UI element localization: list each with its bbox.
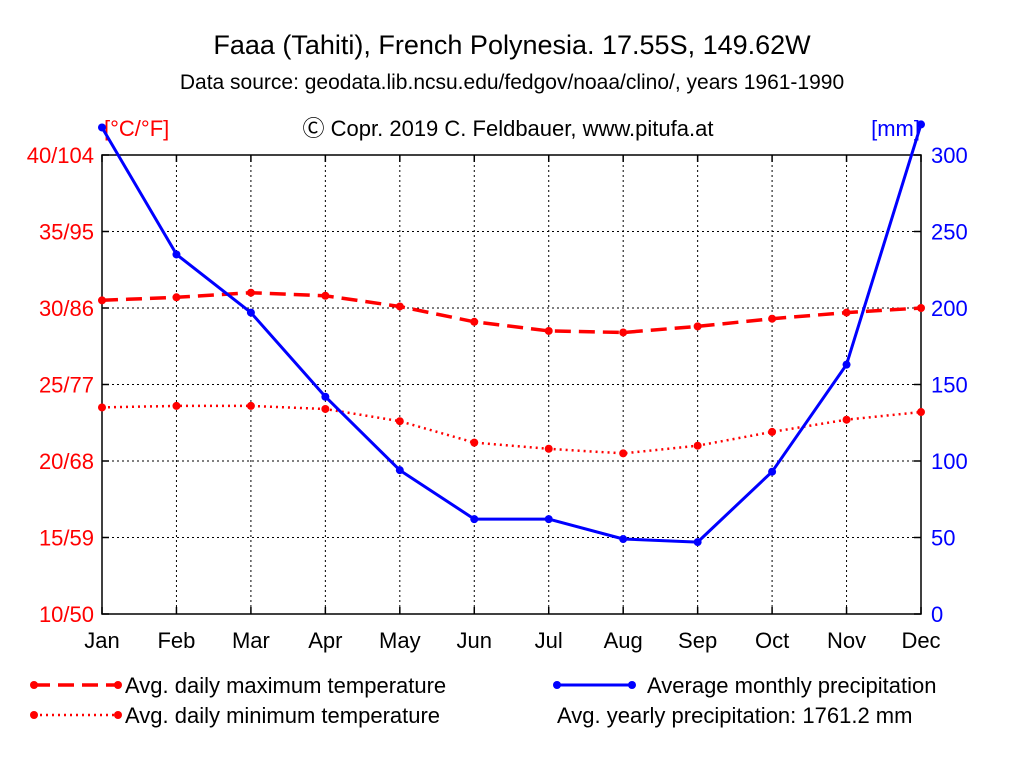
left-axis-unit-label: [°C/°F]	[104, 116, 169, 141]
data-point-min-temp	[321, 404, 330, 413]
legend-item-precipitation: Average monthly precipitation	[553, 673, 936, 698]
data-point-precipitation	[768, 467, 777, 476]
right-y-tick-label: 50	[931, 526, 955, 551]
data-point-precipitation	[321, 392, 330, 401]
right-y-tick-label: 150	[931, 373, 968, 398]
data-point-precipitation	[470, 515, 479, 524]
data-point-min-temp	[693, 441, 702, 450]
data-point-min-temp	[395, 417, 404, 426]
legend-label-max-temp: Avg. daily maximum temperature	[125, 673, 446, 698]
data-point-min-temp	[619, 449, 628, 458]
data-point-max-temp	[619, 328, 628, 337]
data-point-min-temp	[544, 444, 553, 453]
x-tick-label: Nov	[827, 628, 866, 653]
data-point-max-temp	[917, 304, 925, 312]
legend-marker-max-temp-end	[114, 681, 122, 689]
right-y-tick-label: 200	[931, 296, 968, 321]
data-point-max-temp	[693, 322, 702, 331]
yearly-precipitation-note: Avg. yearly precipitation: 1761.2 mm	[557, 703, 912, 728]
left-y-tick-label: 35/95	[39, 220, 94, 245]
x-tick-label: Sep	[678, 628, 717, 653]
left-y-tick-label: 15/59	[39, 526, 94, 551]
left-y-tick-label: 20/68	[39, 449, 94, 474]
data-point-max-temp	[321, 291, 330, 300]
copyright-notice: Ⓒ Copr. 2019 C. Feldbauer, www.pitufa.at	[303, 116, 714, 141]
x-tick-label: Aug	[604, 628, 643, 653]
x-tick-label: May	[379, 628, 421, 653]
data-point-max-temp	[842, 308, 851, 317]
legend-label-precipitation: Average monthly precipitation	[647, 673, 936, 698]
right-axis-unit-label: [mm]	[871, 116, 920, 141]
chart-subtitle: Data source: geodata.lib.ncsu.edu/fedgov…	[180, 71, 844, 94]
data-point-min-temp	[842, 415, 851, 424]
data-point-precipitation	[98, 123, 106, 132]
x-tick-label: Jun	[457, 628, 492, 653]
data-series	[98, 120, 925, 547]
series-line-max-temp	[101, 290, 922, 335]
left-y-tick-label: 25/77	[39, 373, 94, 398]
chart-title: Faaa (Tahiti), French Polynesia. 17.55S,…	[213, 30, 811, 60]
data-point-precipitation	[246, 308, 255, 317]
legend-marker-precipitation	[553, 681, 561, 689]
legend-item-max-temp: Avg. daily maximum temperature	[30, 673, 446, 698]
data-point-min-temp	[768, 427, 777, 436]
left-y-tick-label: 10/50	[39, 602, 94, 627]
data-point-precipitation	[693, 538, 702, 547]
x-tick-label: Dec	[901, 628, 940, 653]
x-tick-label: Feb	[157, 628, 195, 653]
legend-marker-max-temp	[30, 681, 38, 689]
data-point-max-temp	[768, 314, 777, 323]
data-point-max-temp	[544, 326, 553, 335]
x-tick-label: Oct	[755, 628, 789, 653]
x-tick-label: Jul	[535, 628, 563, 653]
data-point-precipitation	[172, 250, 181, 259]
left-y-tick-label: 40/104	[27, 143, 94, 168]
legend-marker-min-temp-end	[114, 711, 122, 719]
legend-marker-min-temp	[30, 711, 38, 719]
x-tick-label: Jan	[84, 628, 119, 653]
legend-item-min-temp: Avg. daily minimum temperature	[30, 703, 440, 728]
right-y-tick-label: 0	[931, 602, 943, 627]
legend-marker-precipitation-end	[628, 681, 636, 689]
data-point-min-temp	[470, 438, 479, 447]
legend: Avg. daily maximum temperature Avg. dail…	[30, 673, 936, 728]
series-line-min-temp	[101, 404, 922, 455]
data-point-min-temp	[917, 408, 925, 417]
x-tick-label: Mar	[232, 628, 270, 653]
data-point-min-temp	[172, 401, 181, 410]
data-point-max-temp	[172, 293, 181, 302]
data-point-min-temp	[98, 403, 106, 412]
data-point-min-temp	[246, 401, 255, 410]
legend-label-min-temp: Avg. daily minimum temperature	[125, 703, 440, 728]
data-point-max-temp	[470, 317, 479, 326]
right-y-tick-label: 100	[931, 449, 968, 474]
right-y-tick-label: 300	[931, 143, 968, 168]
axes: Jan Feb Mar Apr May Jun Jul Aug Sep Oct Nov Dec 10/5…	[27, 143, 968, 653]
data-point-precipitation	[842, 360, 851, 369]
data-point-precipitation	[619, 535, 628, 544]
data-point-max-temp	[395, 302, 404, 311]
x-tick-label: Apr	[308, 628, 342, 653]
data-point-max-temp	[246, 288, 255, 297]
data-point-precipitation	[917, 120, 925, 129]
series-line-precipitation	[100, 123, 923, 544]
grid-lines	[102, 155, 921, 614]
data-point-precipitation	[544, 515, 553, 524]
data-point-precipitation	[395, 466, 404, 475]
right-y-tick-label: 250	[931, 220, 968, 245]
data-point-max-temp	[98, 296, 106, 305]
left-y-tick-label: 30/86	[39, 296, 94, 321]
